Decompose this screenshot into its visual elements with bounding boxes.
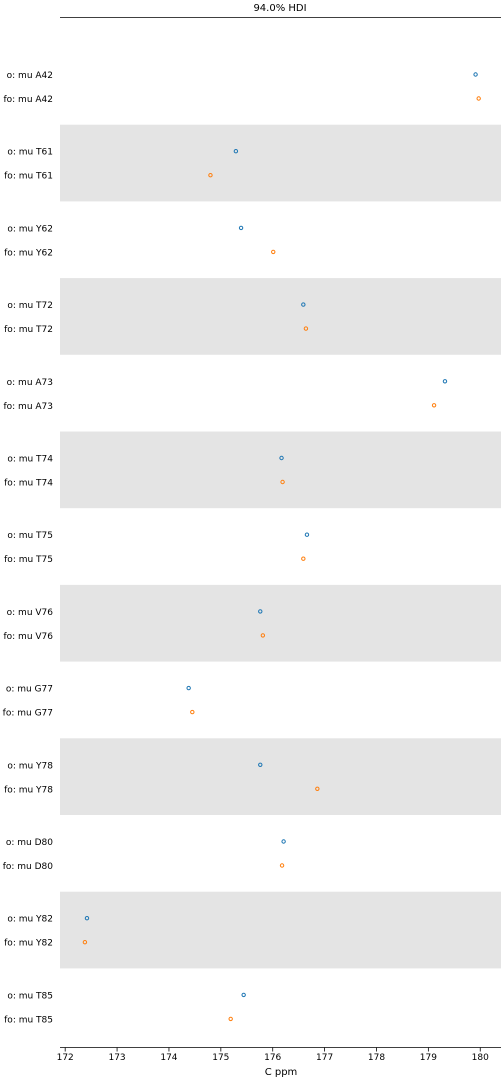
data-point-fo	[279, 863, 285, 868]
row-label: o: mu A42	[7, 71, 53, 81]
data-point-o	[241, 992, 246, 998]
data-point-fo	[301, 556, 306, 561]
row-label: fo: mu D80	[3, 862, 54, 872]
data-point-fo	[228, 1016, 233, 1022]
data-point-o	[442, 379, 448, 384]
row-label: fo: mu T75	[4, 555, 53, 565]
group-band	[60, 278, 501, 355]
data-point-o	[473, 72, 478, 77]
data-point-o	[233, 149, 239, 154]
x-tick-label: 175	[212, 1053, 229, 1063]
data-points	[82, 72, 481, 1022]
data-point-fo	[280, 479, 285, 485]
data-point-o	[301, 302, 306, 307]
row-label: fo: mu G77	[3, 709, 53, 719]
row-label: fo: mu T74	[4, 479, 53, 489]
row-label: o: mu Y78	[7, 761, 53, 771]
row-label: o: mu T61	[7, 148, 53, 158]
row-label: o: mu V76	[7, 608, 54, 618]
data-point-o	[279, 455, 284, 461]
row-label: o: mu Y82	[7, 915, 53, 925]
x-axis-ticks: 172 173 174 175 176 177 178 179 180	[57, 1047, 489, 1063]
chart-title: 94.0% HDI	[253, 3, 306, 14]
data-point-fo	[260, 633, 266, 638]
data-point-fo	[476, 96, 481, 101]
group-band	[60, 584, 501, 662]
data-point-o	[258, 609, 263, 614]
x-tick-label: 172	[57, 1053, 74, 1063]
row-label: o: mu D80	[6, 838, 53, 848]
data-point-fo	[82, 940, 88, 945]
data-point-o	[186, 685, 191, 691]
row-label: o: mu T74	[7, 455, 53, 465]
data-point-fo	[190, 709, 195, 715]
data-point-fo	[271, 249, 276, 255]
row-label: o: mu T85	[7, 991, 53, 1001]
row-label: fo: mu A73	[3, 402, 53, 412]
data-point-fo	[315, 786, 320, 791]
row-label: fo: mu T61	[4, 172, 53, 182]
row-label: fo: mu Y82	[4, 939, 53, 949]
row-label: o: mu Y62	[7, 224, 53, 234]
group-band	[60, 891, 501, 969]
row-label: fo: mu V76	[3, 632, 53, 642]
data-point-o	[281, 839, 286, 844]
row-label: fo: mu Y78	[4, 785, 53, 795]
x-tick-label: 179	[420, 1053, 437, 1063]
row-label: fo: mu A42	[3, 95, 53, 105]
row-label: fo: mu T85	[4, 1015, 53, 1025]
group-band	[60, 431, 501, 509]
x-tick-label: 176	[264, 1053, 281, 1063]
shaded-bands	[60, 124, 501, 969]
data-point-o	[258, 762, 263, 767]
row-label: o: mu A73	[7, 378, 53, 388]
x-tick-label: 178	[368, 1053, 385, 1063]
row-labels: o: mu A42 fo: mu A42 o: mu T61 fo: mu T61 o:…	[3, 71, 54, 1025]
x-tick-label: 174	[160, 1053, 177, 1063]
x-tick-label: 177	[316, 1053, 333, 1063]
data-point-o	[84, 916, 90, 921]
data-point-fo	[303, 326, 309, 331]
row-label: fo: mu Y62	[4, 248, 53, 258]
data-point-o	[238, 225, 244, 231]
row-label: o: mu G77	[6, 685, 53, 695]
row-label: o: mu T72	[7, 301, 53, 311]
x-tick-label: 180	[472, 1053, 489, 1063]
group-band	[60, 124, 501, 202]
data-point-o	[304, 532, 310, 537]
data-point-fo	[208, 173, 213, 178]
data-point-fo	[431, 403, 437, 408]
x-tick-label: 173	[108, 1053, 125, 1063]
row-label: fo: mu T72	[4, 325, 53, 335]
x-axis-label: C ppm	[265, 1067, 298, 1078]
row-label: o: mu T75	[7, 531, 53, 541]
group-band	[60, 738, 501, 815]
